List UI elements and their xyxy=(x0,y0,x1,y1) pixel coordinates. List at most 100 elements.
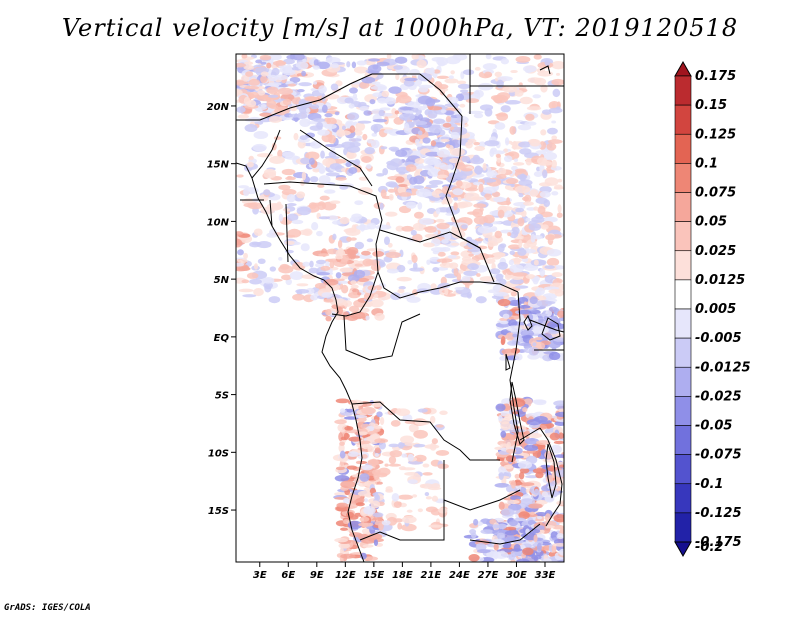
field-patch xyxy=(384,463,389,467)
field-patch xyxy=(400,435,415,444)
field-patch xyxy=(536,67,546,73)
field-patch xyxy=(542,151,558,161)
field-patch xyxy=(329,260,335,269)
field-patch xyxy=(351,61,357,69)
field-patch xyxy=(350,280,357,285)
field-patch xyxy=(335,398,350,404)
field-patch xyxy=(424,225,437,233)
field-patch xyxy=(329,200,341,205)
field-patch xyxy=(397,288,405,294)
field-patch xyxy=(345,162,352,168)
field-patch xyxy=(292,54,305,61)
field-patch xyxy=(551,60,564,70)
field-patch xyxy=(557,559,564,562)
field-patch xyxy=(524,438,540,445)
field-patch xyxy=(461,168,473,172)
field-patch xyxy=(436,266,449,271)
field-patch xyxy=(349,125,356,133)
field-patch xyxy=(323,298,334,303)
border-line xyxy=(263,181,383,273)
red-sea-coast xyxy=(539,65,551,75)
field-patch xyxy=(397,522,403,530)
field-patch xyxy=(248,78,260,86)
border-line xyxy=(509,291,521,463)
field-patch xyxy=(295,61,309,70)
field-patch xyxy=(358,431,368,436)
field-patch xyxy=(296,283,309,287)
field-patch xyxy=(340,408,346,413)
field-patch xyxy=(444,110,455,116)
field-patch xyxy=(341,284,349,294)
field-patch xyxy=(354,263,363,267)
field-patch xyxy=(390,292,401,301)
field-patch xyxy=(452,188,464,196)
field-patch xyxy=(456,272,462,282)
field-patch xyxy=(367,458,379,466)
field-patch xyxy=(417,508,423,513)
field-patch xyxy=(426,259,431,265)
field-patch xyxy=(310,294,319,301)
field-patch xyxy=(525,274,536,280)
field-patch xyxy=(493,543,499,551)
field-patch xyxy=(236,238,243,248)
field-patch xyxy=(401,225,414,232)
field-patch xyxy=(496,457,505,461)
field-patch xyxy=(388,193,394,201)
map-axes: 3E 6E 9E 12E 15E 18E 21E 24E 27E 30E 33E 20N 15N 10N 5… xyxy=(207,102,556,581)
field-patch xyxy=(377,467,391,476)
field-patch xyxy=(423,157,439,166)
field-patch xyxy=(497,261,508,270)
west-coastline xyxy=(236,162,365,562)
field-patch xyxy=(439,410,448,416)
field-patch xyxy=(385,251,402,259)
field-patch xyxy=(357,490,371,497)
field-patch xyxy=(417,105,427,111)
field-patch xyxy=(314,282,327,289)
field-patch xyxy=(359,222,366,232)
field-patch xyxy=(305,151,320,161)
field-patch xyxy=(236,106,246,113)
field-patch xyxy=(461,224,468,229)
field-patch xyxy=(295,288,310,294)
field-patch xyxy=(549,432,560,441)
field-patch xyxy=(552,88,561,98)
field-patch xyxy=(436,258,453,263)
field-patch xyxy=(457,83,471,90)
field-patch xyxy=(300,157,311,165)
field-patch xyxy=(396,408,402,414)
field-patch xyxy=(533,171,543,177)
field-patch xyxy=(393,501,402,508)
field-patch xyxy=(444,232,452,241)
field-patch xyxy=(418,84,434,89)
field-patch xyxy=(381,520,391,526)
field-patch xyxy=(361,250,371,256)
field-patch xyxy=(268,54,282,61)
field-patch xyxy=(548,306,558,312)
field-patch xyxy=(412,185,425,190)
field-patch xyxy=(257,90,266,96)
field-patch xyxy=(272,60,287,66)
field-patch xyxy=(507,232,512,237)
field-patch xyxy=(429,124,443,134)
lon-tick-label: 18E xyxy=(392,570,413,581)
field-patch xyxy=(527,432,543,439)
field-patch xyxy=(376,173,385,177)
field-patch xyxy=(365,315,370,321)
field-patch xyxy=(318,175,331,185)
field-patch xyxy=(533,259,539,266)
field-patch xyxy=(395,225,404,232)
field-patch xyxy=(551,135,558,141)
field-patch xyxy=(396,264,406,273)
field-patch xyxy=(525,113,535,121)
field-patch xyxy=(419,484,426,489)
field-patch xyxy=(473,518,479,526)
field-patch xyxy=(397,494,414,500)
field-patch xyxy=(278,257,283,261)
lon-tick-label: 27E xyxy=(478,570,499,581)
field-patch xyxy=(555,72,561,76)
field-patch xyxy=(236,231,244,236)
field-patch xyxy=(536,542,542,552)
border-line xyxy=(443,489,521,511)
field-patch xyxy=(387,188,396,193)
